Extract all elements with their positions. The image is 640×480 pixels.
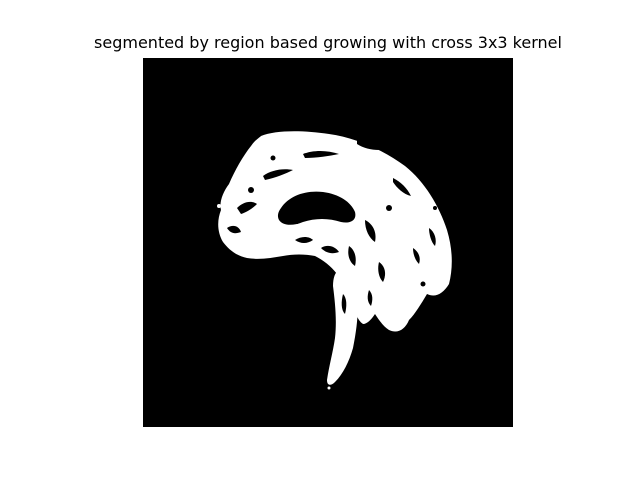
brainstem-mask xyxy=(327,270,358,385)
segmentation-image xyxy=(143,58,513,427)
figure-title: segmented by region based growing with c… xyxy=(94,33,562,52)
segmentation-mask xyxy=(143,58,513,427)
